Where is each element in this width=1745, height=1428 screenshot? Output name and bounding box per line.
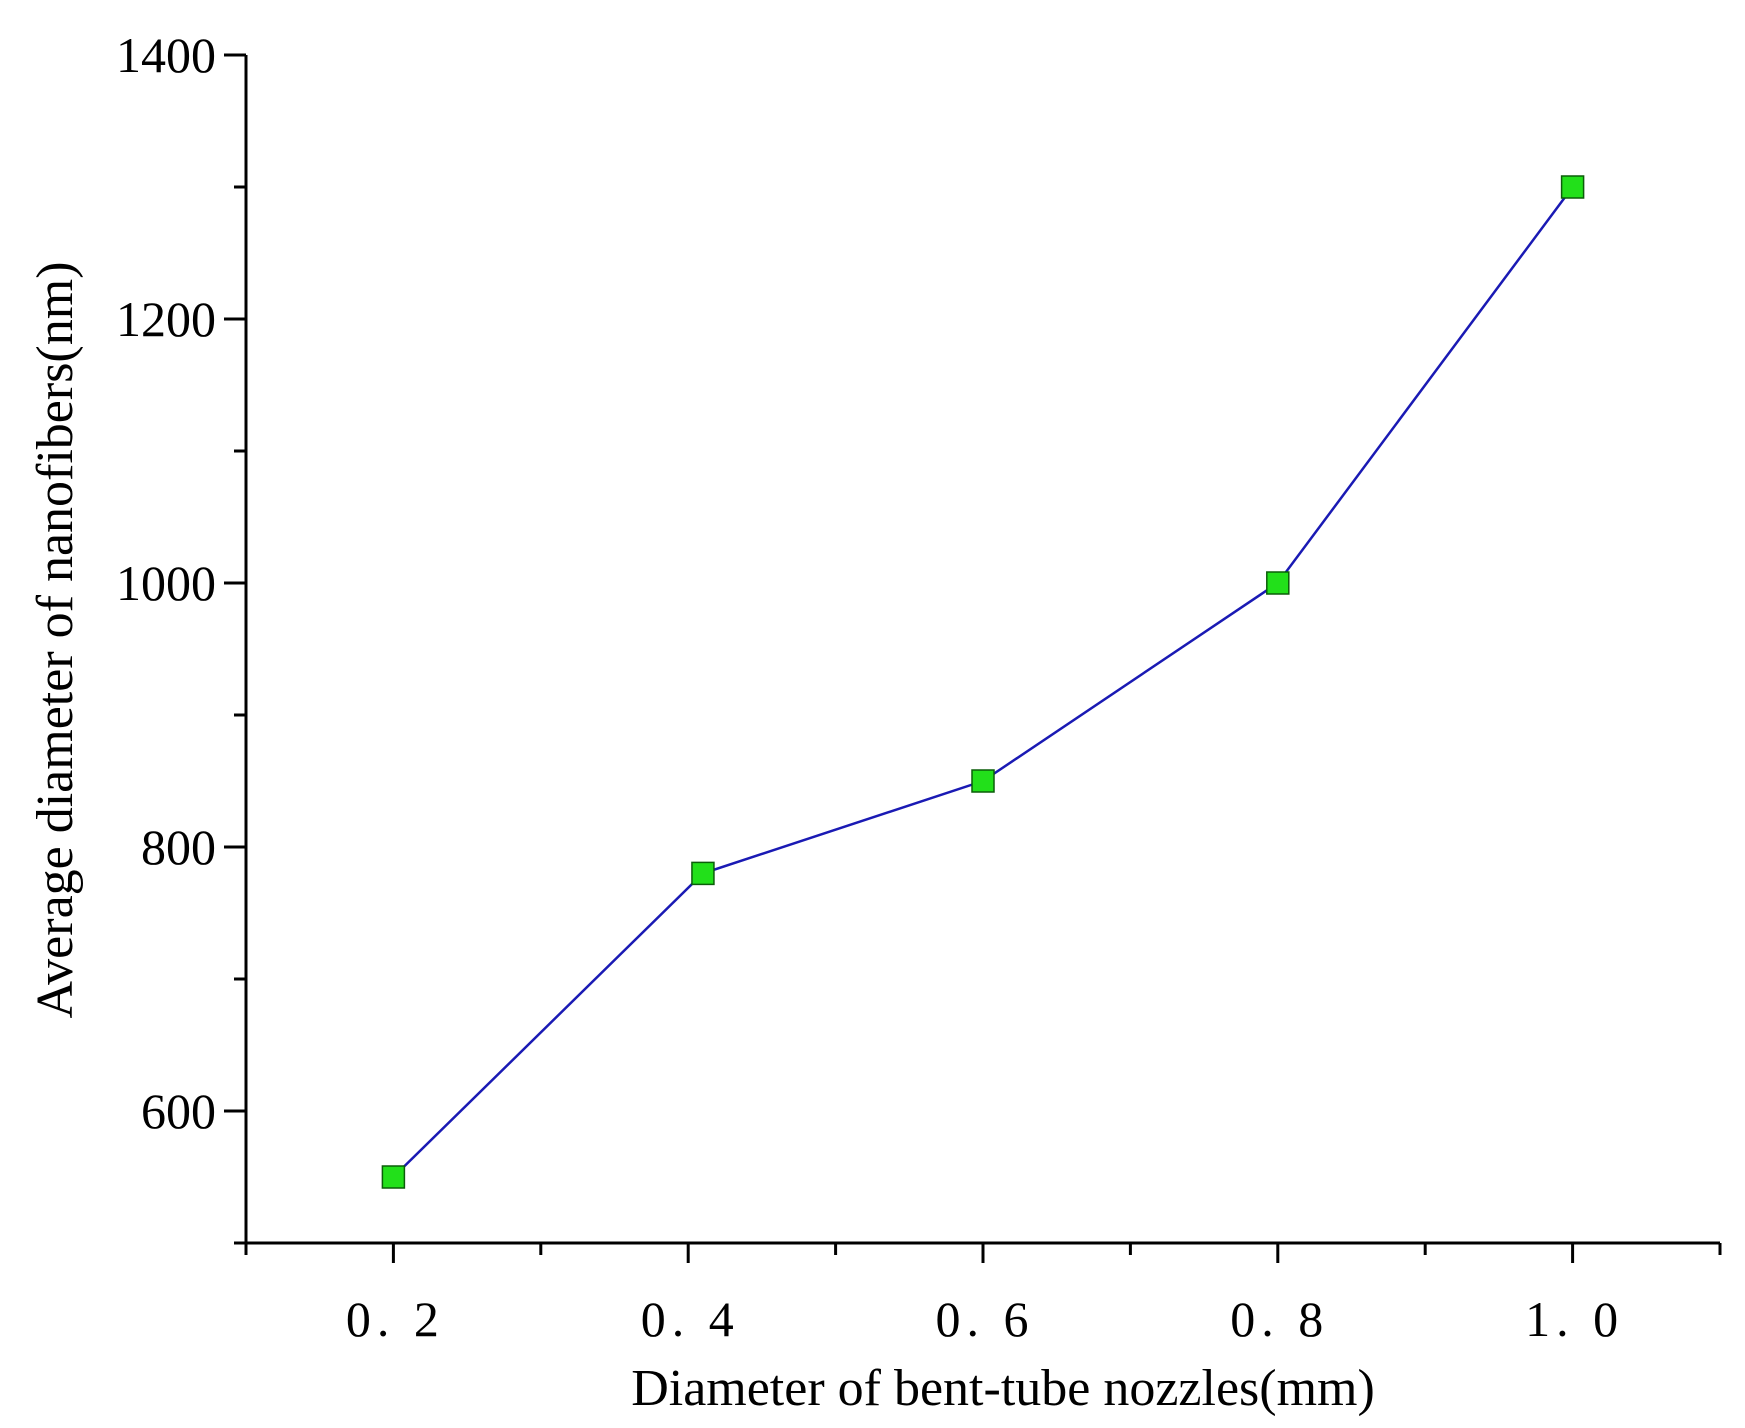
data-point-marker (971, 769, 995, 793)
y-tick-label: 600 (141, 1083, 216, 1139)
x-tick-label: 1. 0 (1525, 1291, 1624, 1347)
y-tick-label: 1200 (116, 291, 216, 347)
x-tick-label: 0. 2 (346, 1291, 445, 1347)
data-point-marker (1266, 571, 1290, 595)
y-tick-label: 800 (141, 819, 216, 875)
y-tick-label: 1400 (116, 27, 216, 83)
data-point-marker (691, 861, 715, 886)
ticks: 600 800 1000 1200 1400 0. 2 0. 4 0. 6 0. 8 1. 0 (116, 27, 1722, 1347)
data-point-marker (381, 1165, 406, 1189)
series-line (392, 186, 1574, 1178)
y-axis-title: Average diameter of nanofibers(nm) (27, 261, 84, 1018)
data-point-marker (1560, 175, 1585, 199)
x-tick-label: 0. 4 (641, 1291, 740, 1347)
series (381, 175, 1585, 1189)
x-tick-label: 0. 6 (936, 1291, 1035, 1347)
axes (244, 55, 1720, 1245)
x-axis-title: Diameter of bent-tube nozzles(mm) (631, 1360, 1375, 1417)
x-tick-label: 0. 8 (1230, 1291, 1329, 1347)
y-tick-label: 1000 (116, 555, 216, 611)
